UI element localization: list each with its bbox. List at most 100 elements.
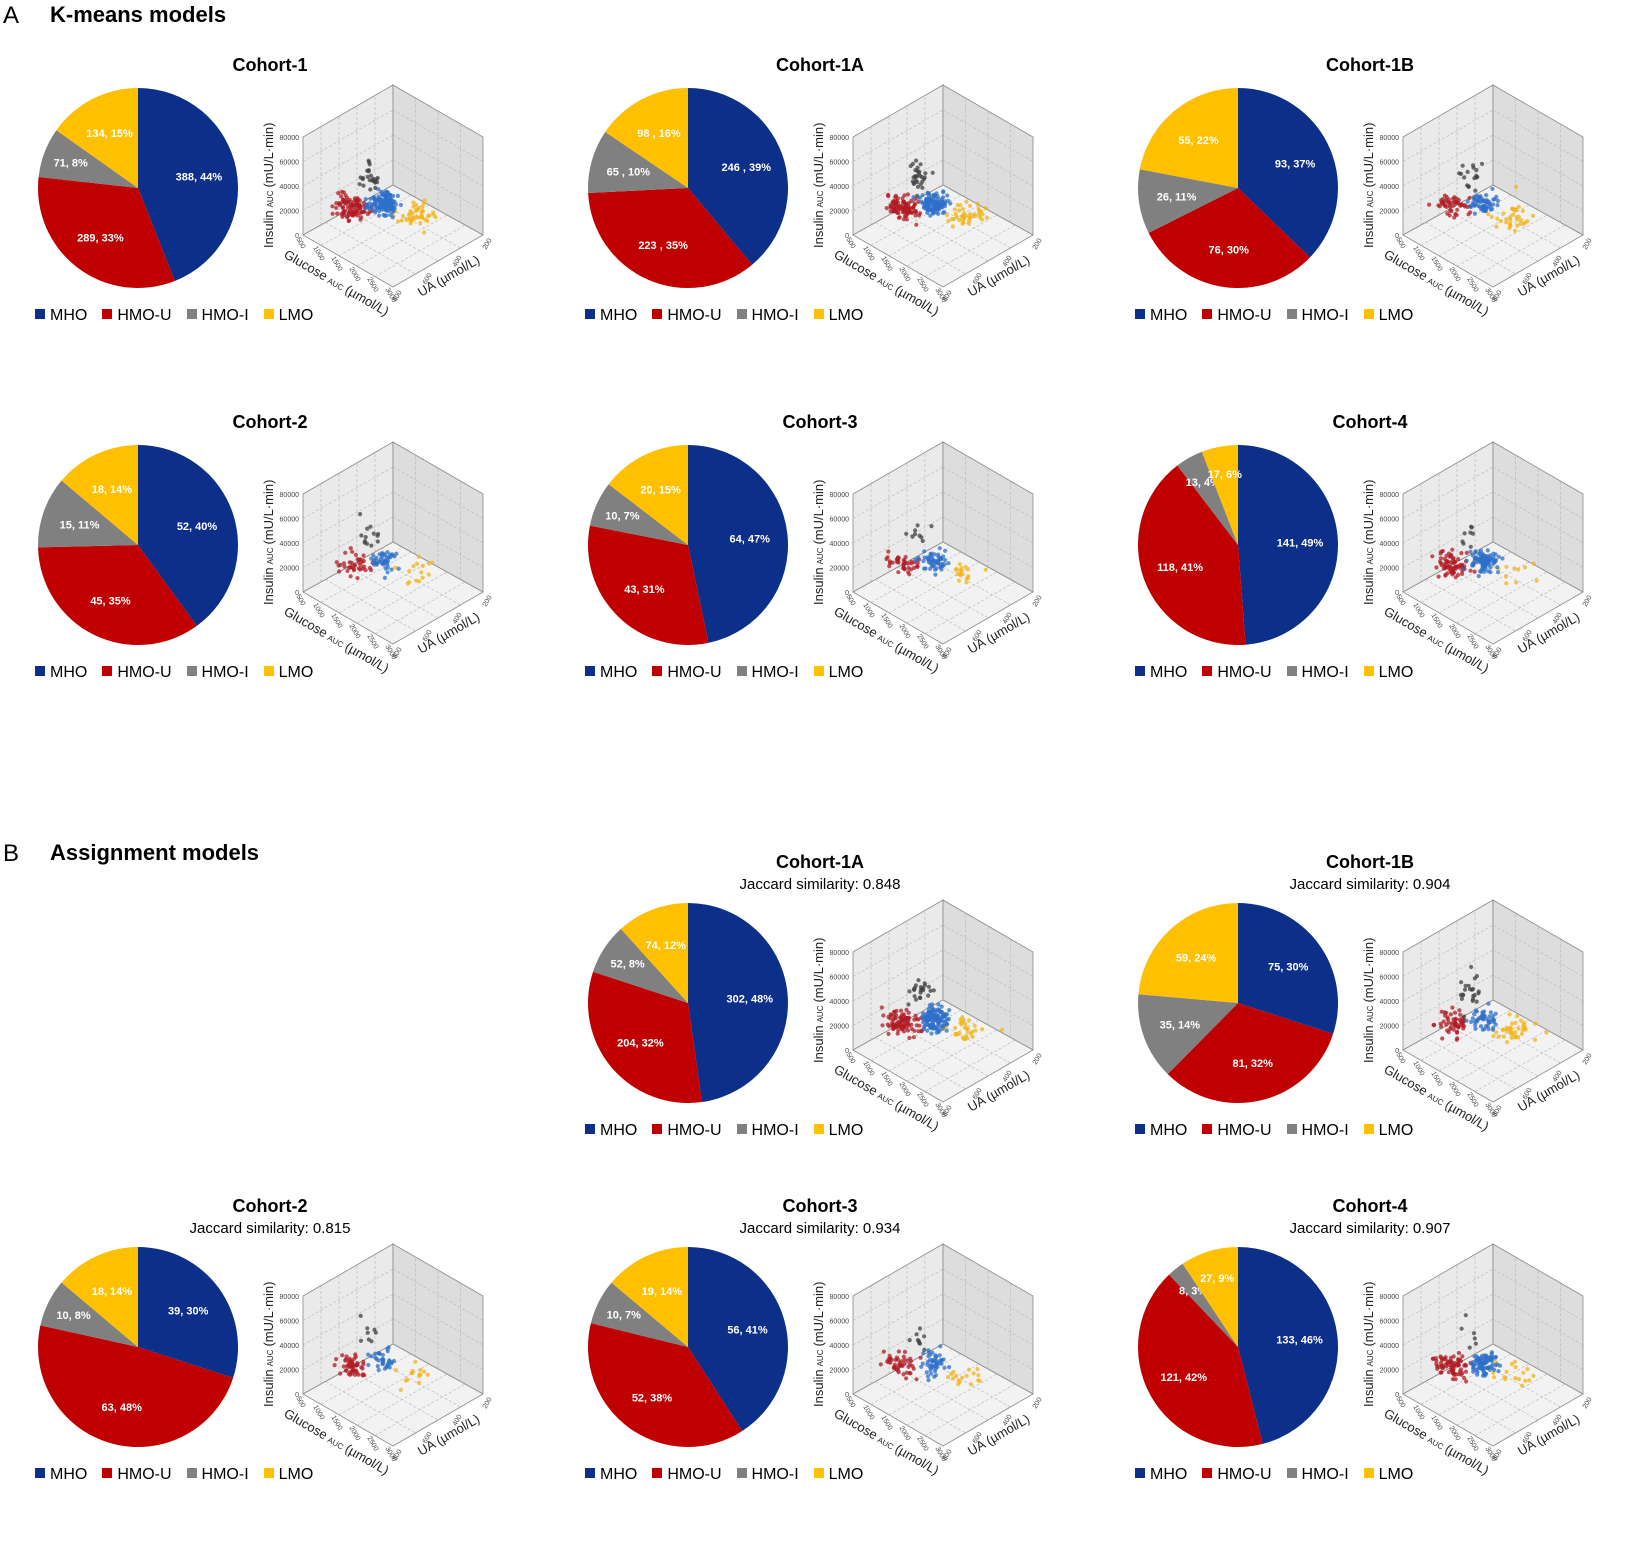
pie-slice-label-lmo: 74, 12% (646, 940, 687, 952)
pie-slice-label-hmo-u: 118, 41% (1157, 562, 1203, 574)
gridline (1474, 581, 1566, 634)
z-axis-label: Insulin (811, 210, 826, 248)
pie-slice-label-hmo-i: 15, 11% (60, 519, 100, 531)
scatter-point-hmo-i (1465, 169, 1470, 174)
scatter-point-mho (927, 1003, 932, 1008)
legend-label: HMO-I (751, 1122, 799, 1139)
scatter-point-hmo-u (1439, 1024, 1444, 1029)
scatter-point-hmo-i (1459, 1326, 1464, 1331)
scatter-3d: 0200004000060000800005001000150020002500… (811, 1243, 1044, 1478)
pie-slice-label-hmo-u: 223 , 35% (638, 240, 688, 252)
scatter-point-hmo-u (905, 1028, 911, 1033)
gridline (942, 466, 1034, 519)
scatter-point-mho (947, 1008, 952, 1013)
scatter-point-lmo (425, 214, 431, 219)
pie-slice-label-lmo: 59, 24% (1176, 952, 1217, 964)
scatter-point-hmo-i (365, 526, 370, 531)
scatter-point-mho (1481, 198, 1486, 203)
scatter-point-mho (922, 1024, 927, 1029)
scatter-point-lmo (960, 1019, 965, 1025)
scatter-point-hmo-i (916, 978, 921, 983)
legend-label: MHO (1150, 1466, 1188, 1483)
scatter-point-hmo-i (923, 171, 928, 176)
scatter-point-lmo (1523, 1378, 1528, 1383)
legend-label: HMO-I (1301, 664, 1349, 681)
pie-slice-label-mho: 52, 40% (177, 521, 218, 533)
pie-slice-hmo-i (1137, 169, 1238, 233)
scatter-point-hmo-i (910, 534, 915, 539)
scatter-point-mho (1464, 1018, 1469, 1023)
scatter-point-mho (1473, 1026, 1478, 1031)
scatter-point-hmo-u (1442, 1013, 1448, 1018)
pie-slice-lmo (56, 88, 138, 188)
scatter-point-hmo-i (929, 524, 934, 529)
gridline (1425, 579, 1516, 632)
legend-swatch-hmo-i (186, 1468, 197, 1478)
gridline (897, 209, 989, 262)
scatter-point-hmo-u (1462, 1375, 1467, 1381)
scatter-point-hmo-u (900, 1023, 905, 1028)
scatter-point-hmo-u (1448, 205, 1453, 210)
scatter-point-hmo-u (1442, 1010, 1447, 1015)
scatter-point-lmo (952, 207, 957, 212)
scatter-point-mho (1479, 1366, 1484, 1371)
scatter-point-mho (1479, 554, 1484, 559)
scatter-point-hmo-i (1471, 165, 1476, 170)
gridline (325, 1381, 416, 1434)
scatter-point-mho (930, 1350, 935, 1355)
scatter-point-lmo (415, 215, 420, 220)
scatter-point-mho (943, 1019, 948, 1024)
scatter-point-lmo (957, 217, 962, 223)
scatter-point-hmo-u (907, 1023, 912, 1028)
z-axis-sub: AUC (816, 1005, 825, 1022)
chart-subtitle: Jaccard similarity: 0.848 (739, 876, 901, 893)
legend-label: HMO-U (1217, 664, 1272, 681)
y-tick-label: 400 (1552, 255, 1564, 269)
legend-item-hmo-i: HMO-I (736, 1122, 799, 1140)
gridline (1402, 109, 1494, 162)
scatter-point-mho (1488, 1020, 1493, 1025)
legend-swatch-hmo-i (1286, 1468, 1297, 1478)
legend-label: MHO (50, 1466, 88, 1483)
scatter-point-hmo-u (1444, 558, 1449, 563)
scatter-point-mho (911, 195, 916, 200)
scatter-point-hmo-i (931, 988, 936, 993)
scatter-point-hmo-u (898, 1363, 903, 1368)
scatter-point-mho (940, 210, 946, 216)
scatter-point-hmo-u (1463, 1369, 1469, 1374)
scatter-point-hmo-i (372, 1327, 377, 1332)
gridline (1420, 194, 1512, 246)
x-tick-label: 500 (844, 1395, 856, 1409)
chart-legend: MHO HMO-U HMO-I LMO (585, 664, 878, 682)
x-axis-unit: (µmol/L) (893, 639, 942, 676)
pie-slice-hmo-u (1148, 188, 1311, 289)
scatter-point-mho (926, 1010, 931, 1015)
scatter-point-mho (367, 206, 372, 211)
pie-slice-hmo-i (593, 928, 688, 1003)
scatter-point-hmo-i (916, 171, 921, 176)
scatter-point-hmo-u (903, 561, 908, 566)
gridline (1492, 516, 1584, 568)
x-tick-label: 500 (844, 236, 856, 250)
chart-svg: 75, 30% 81, 32% 35, 14% 59, 24% 0 20000 40000 6… (1138, 899, 1594, 1134)
scatter-point-lmo (956, 578, 962, 583)
scatter-point-lmo (1504, 1369, 1509, 1374)
chart-svg: 64, 47% 43, 31% 10, 7% 20, 15% 0 20000 40000 60… (587, 441, 1044, 676)
scatter-point-hmo-i (915, 184, 921, 189)
scatter-point-lmo (965, 1026, 970, 1031)
legend-item-lmo: LMO (263, 307, 313, 325)
scatter-point-lmo (955, 571, 960, 576)
legend-item-hmo-i: HMO-I (1286, 1122, 1349, 1140)
x-tick-label: 2000 (1447, 623, 1461, 640)
scatter-point-lmo (1512, 566, 1517, 571)
scatter-3d: 0200004000060000800005001000150020002500… (811, 899, 1044, 1134)
pie-slice-hmo-i (1177, 451, 1238, 545)
x-tick-label: 500 (844, 593, 856, 607)
scatter-point-mho (1472, 211, 1477, 216)
gridline (942, 109, 1034, 162)
scatter-point-lmo (1531, 561, 1536, 566)
scatter-point-hmo-u (1446, 1030, 1451, 1035)
legend-swatch-lmo (263, 309, 274, 319)
gridline (302, 491, 394, 544)
x-axis-sub: AUC (326, 633, 345, 649)
